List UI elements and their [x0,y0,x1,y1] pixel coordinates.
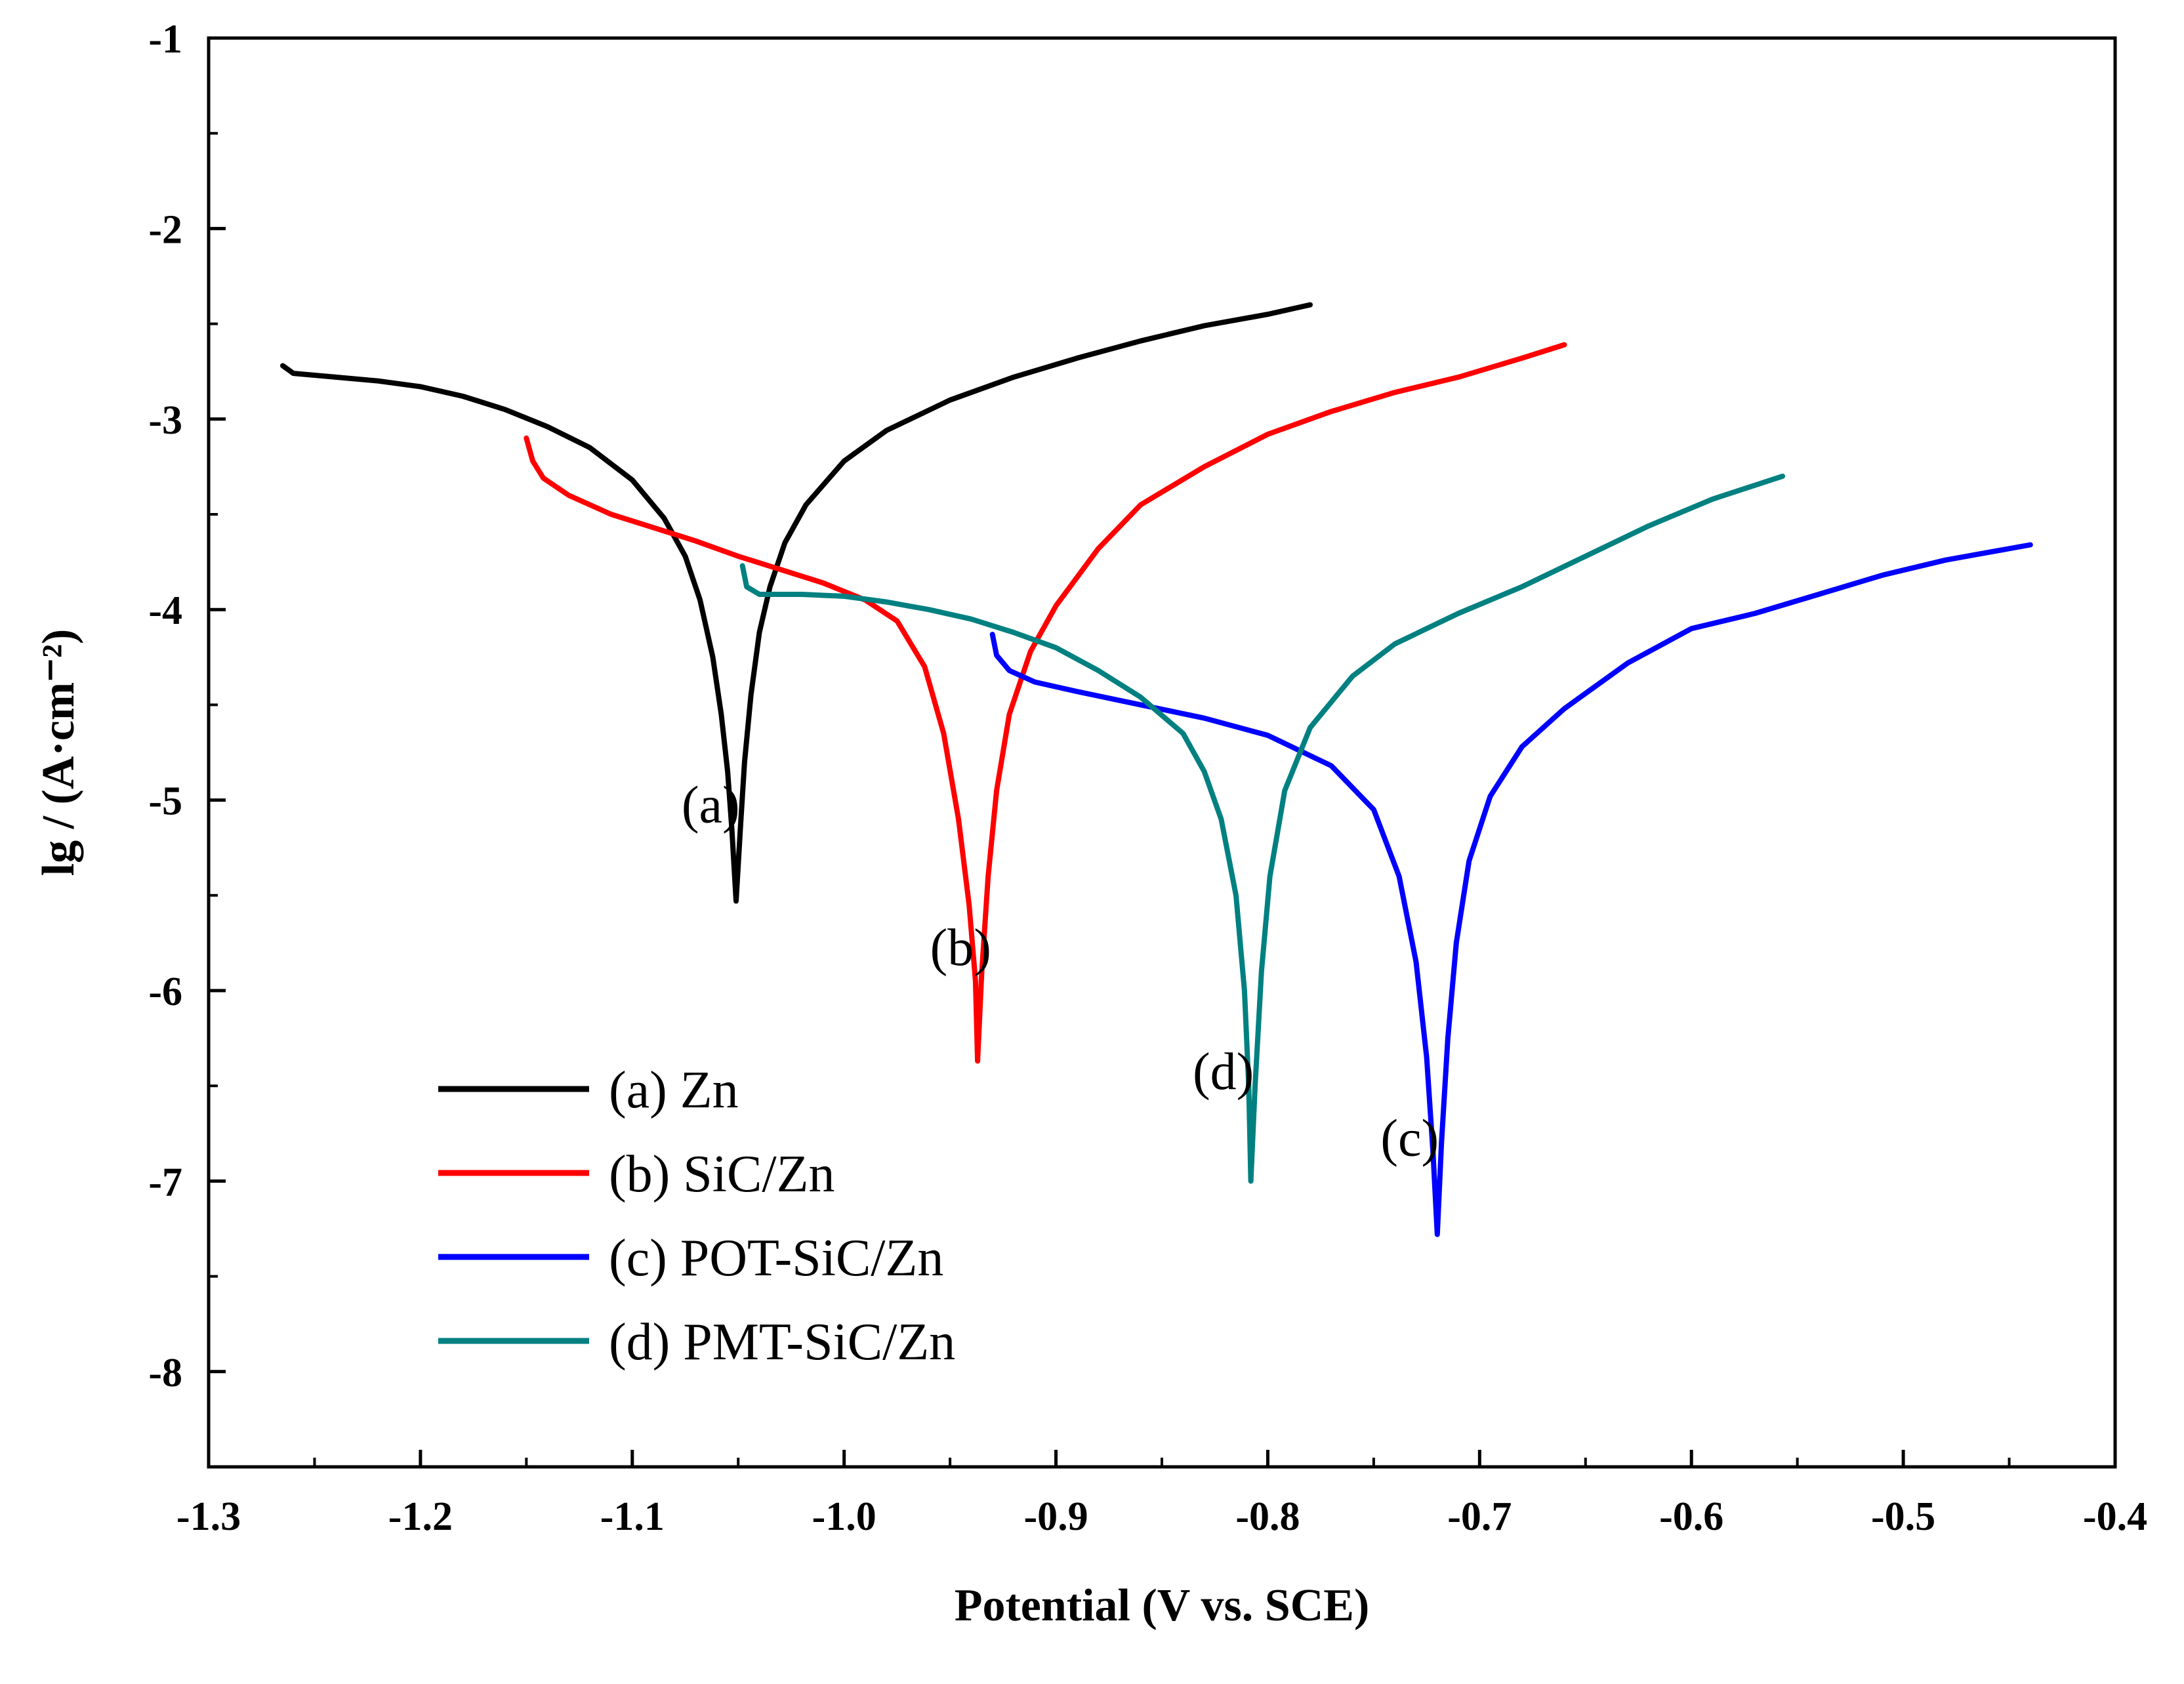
y-tick-label: -8 [148,1351,182,1395]
x-tick-label: -0.6 [1659,1494,1723,1539]
x-tick-label: -1.2 [388,1494,453,1539]
series-group [280,302,2033,1237]
series-line-1 [280,302,1313,904]
x-tick-label: -1.0 [812,1494,876,1539]
x-axis-title: Potential (V vs. SCE) [955,1580,1370,1631]
curve-label-3: (c) [1380,1110,1439,1168]
y-tick-label: -7 [148,1160,182,1204]
legend-label-3: (c) POT-SiC/Zn [609,1229,943,1287]
x-tick-label: -1.3 [176,1494,241,1539]
legend-label-1: (a) Zn [609,1061,739,1119]
curve-label-2: (b) [930,919,991,977]
y-tick-label: -5 [148,779,182,824]
y-axis-title: lg / (A·cm⁻²) [33,629,84,876]
legend-label-2: (b) SiC/Zn [609,1145,834,1203]
y-tick-label: -2 [148,207,182,252]
y-tick-label: -4 [148,588,182,633]
axis-ticks [207,36,2117,1468]
legend-label-4: (d) PMT-SiC/Zn [609,1313,955,1371]
x-tick-label: -1.1 [600,1494,665,1539]
y-tick-label: -1 [148,17,182,62]
plot-frame [207,36,2117,1469]
series-line-4 [739,473,1786,1184]
legend: (a) Zn (b) SiC/Zn (c) POT-SiC/Zn (d) PMT-Si… [438,1061,955,1371]
x-tick-label: -0.7 [1447,1494,1512,1539]
x-tick-label: -0.4 [2083,1494,2147,1539]
x-tick-label: -0.8 [1235,1494,1300,1539]
axis-tick-labels: -1.3 -1.2 -1.1 -1.0 -0.9 -0.8 -0.7 -0.6 -0.5 -0.4… [148,17,2147,1539]
y-tick-label: -6 [148,970,182,1014]
curve-label-1: (a) [682,776,740,834]
series-line-2 [524,342,1567,1064]
y-tick-label: -3 [148,398,182,443]
curve-annotations: (a) (b) (c) (d) [682,776,1439,1167]
curve-label-4: (d) [1193,1043,1254,1101]
x-tick-label: -0.5 [1871,1494,1935,1539]
x-tick-label: -0.9 [1023,1494,1088,1539]
series-line-3 [989,542,2033,1237]
